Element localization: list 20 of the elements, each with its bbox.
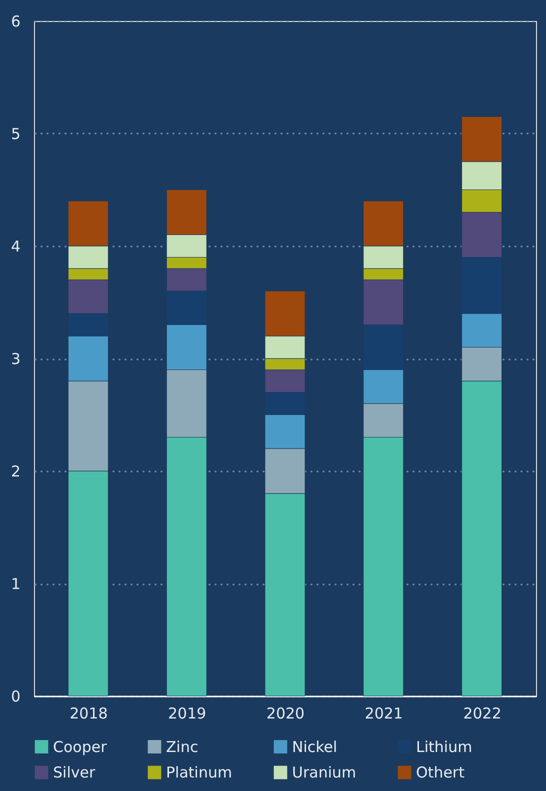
x-tick-label: 2020 [266, 704, 305, 722]
legend-label: Lithium [416, 738, 472, 756]
x-tick-label: 2022 [463, 704, 502, 722]
y-tick-label: 3 [10, 350, 20, 368]
x-tick-label: 2021 [364, 704, 403, 722]
y-tick-label: 5 [10, 125, 20, 143]
x-tick-label: 2018 [70, 704, 108, 722]
x-tick-label: 2019 [168, 704, 206, 722]
y-tick-label: 0 [10, 688, 20, 706]
legend-label: Uranium [292, 764, 356, 782]
legend-label: Zinc [166, 738, 198, 756]
y-tick-label: 6 [10, 12, 20, 30]
legend-label: Nickel [292, 738, 338, 756]
legend-label: Cooper [53, 738, 108, 756]
y-tick-label: 2 [10, 462, 20, 480]
legend-label: Platinum [166, 764, 232, 782]
y-tick-label: 4 [10, 238, 20, 256]
legend-label: Silver [53, 764, 96, 782]
y-tick-label: 1 [10, 575, 20, 593]
legend-label: Othert [416, 764, 465, 782]
